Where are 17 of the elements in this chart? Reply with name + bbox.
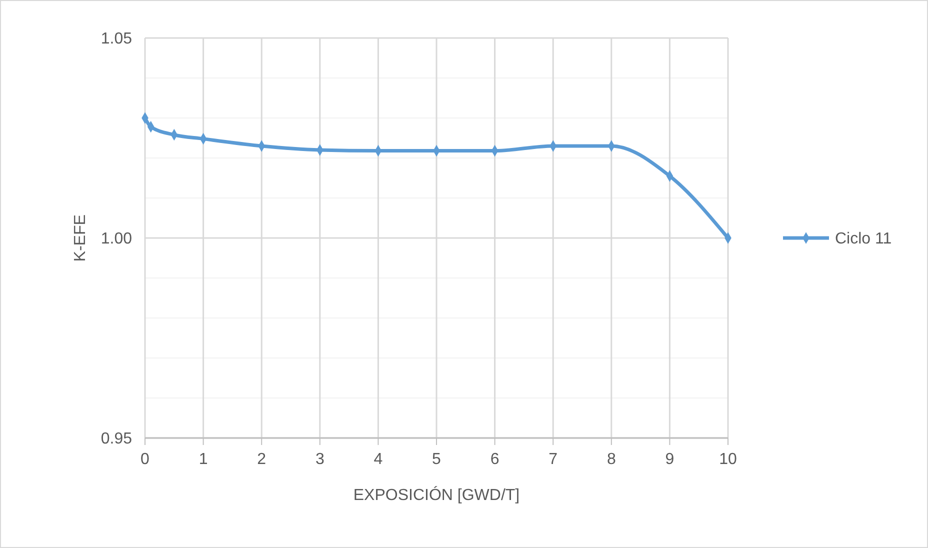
y-tick-label: 1.00 xyxy=(100,230,132,248)
x-tick-label: 9 xyxy=(665,451,674,468)
x-tick-label: 3 xyxy=(315,451,324,468)
x-tick-label: 0 xyxy=(140,451,150,468)
y-axis-title: K-EFE xyxy=(72,214,89,262)
x-axis-title: EXPOSICIÓN [GWD/T] xyxy=(353,486,520,504)
x-tick-label: 2 xyxy=(257,451,266,468)
y-tick-label: 1.05 xyxy=(100,30,132,48)
x-tick-label: 8 xyxy=(606,451,616,468)
x-tick-label: 5 xyxy=(432,451,442,468)
x-tick-label: 7 xyxy=(548,451,558,468)
legend-label: Ciclo 11 xyxy=(835,230,892,248)
x-tick-label: 6 xyxy=(490,451,500,468)
y-tick-label: 0.95 xyxy=(100,430,132,448)
x-tick-label: 1 xyxy=(198,451,208,468)
x-tick-label: 10 xyxy=(719,451,737,468)
x-tick-label: 4 xyxy=(374,451,383,468)
